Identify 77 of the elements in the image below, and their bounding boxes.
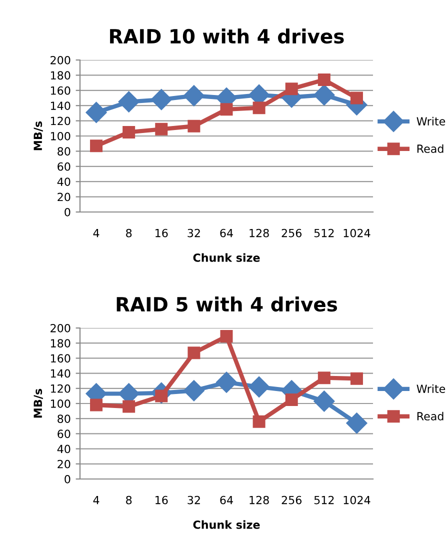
y-tick-label: 180 bbox=[50, 339, 70, 348]
x-tick-label: 32 bbox=[188, 228, 200, 238]
point bbox=[252, 102, 266, 114]
chart-title: RAID 5 with 4 drives bbox=[116, 296, 338, 312]
y-tick-label: 120 bbox=[50, 116, 70, 126]
point bbox=[188, 346, 200, 360]
point bbox=[86, 102, 107, 123]
point bbox=[188, 120, 200, 132]
point bbox=[350, 372, 363, 385]
y-tick-label: 80 bbox=[58, 147, 70, 156]
x-tick-label: 1024 bbox=[344, 496, 370, 504]
x-tick-label: 64 bbox=[220, 496, 233, 504]
y-tick-label: 160 bbox=[50, 354, 70, 363]
x-tick-label: 128 bbox=[250, 228, 269, 238]
x-tick-label: 256 bbox=[282, 496, 302, 504]
y-tick-label: 0 bbox=[64, 208, 70, 216]
y-tick-label: 120 bbox=[50, 384, 70, 393]
y-tick-label: 140 bbox=[50, 369, 70, 378]
point bbox=[285, 393, 298, 406]
x-tick-label: 256 bbox=[282, 228, 302, 238]
point bbox=[183, 85, 204, 106]
y-tick-label: 80 bbox=[58, 414, 70, 423]
point bbox=[285, 82, 298, 96]
x-tick-label: 4 bbox=[93, 229, 100, 238]
y-tick-label: 0 bbox=[64, 474, 70, 484]
y-tick-label: 140 bbox=[50, 102, 70, 110]
y-tick-label: 60 bbox=[58, 430, 70, 438]
point bbox=[318, 372, 330, 384]
point bbox=[220, 103, 233, 116]
point bbox=[122, 126, 136, 138]
point bbox=[90, 140, 103, 152]
point bbox=[350, 92, 363, 104]
y-tick-label: 40 bbox=[57, 178, 70, 186]
point bbox=[248, 376, 270, 398]
point bbox=[155, 122, 168, 136]
x-tick-label: 8 bbox=[126, 496, 132, 504]
y-tick-label: 20 bbox=[58, 460, 70, 468]
point bbox=[252, 415, 266, 428]
x-tick-label: 32 bbox=[188, 496, 200, 504]
point bbox=[314, 84, 335, 106]
legend-label: Write bbox=[416, 384, 446, 394]
legend-label: Read bbox=[417, 144, 444, 153]
point bbox=[90, 398, 103, 412]
y-axis-title: MB/s bbox=[34, 121, 43, 150]
x-tick-label: 8 bbox=[126, 228, 132, 238]
x-tick-label: 64 bbox=[220, 228, 233, 238]
y-tick-label: 60 bbox=[58, 162, 70, 171]
y-tick-label: 100 bbox=[50, 132, 70, 140]
y-tick-label: 160 bbox=[50, 86, 70, 95]
point bbox=[122, 400, 136, 413]
point bbox=[150, 89, 172, 110]
y-tick-label: 20 bbox=[58, 192, 70, 202]
point bbox=[318, 74, 330, 86]
x-tick-label: 512 bbox=[314, 496, 334, 504]
y-axis-title: MB/s bbox=[34, 388, 43, 418]
point bbox=[220, 330, 233, 343]
y-tick-label: 40 bbox=[57, 444, 70, 454]
point bbox=[314, 390, 335, 412]
y-tick-label: 100 bbox=[50, 399, 70, 408]
x-tick-label: 512 bbox=[314, 228, 334, 238]
x-tick-label: 16 bbox=[156, 228, 168, 238]
point bbox=[216, 372, 238, 393]
x-axis-title: Chunk size bbox=[193, 253, 260, 262]
x-tick-label: 4 bbox=[93, 496, 100, 504]
x-tick-label: 16 bbox=[156, 496, 168, 504]
legend-label: Write bbox=[416, 116, 446, 126]
point bbox=[183, 380, 204, 402]
x-tick-label: 128 bbox=[250, 496, 269, 504]
point bbox=[118, 91, 140, 112]
y-tick-label: 200 bbox=[50, 56, 70, 64]
point bbox=[346, 412, 368, 434]
x-axis-title: Chunk size bbox=[193, 520, 260, 529]
legend-label: Read bbox=[417, 412, 444, 420]
y-tick-label: 200 bbox=[50, 324, 70, 332]
y-tick-label: 180 bbox=[50, 71, 70, 80]
x-tick-label: 1024 bbox=[344, 228, 370, 238]
chart-title: RAID 10 with 4 drives bbox=[110, 28, 344, 44]
